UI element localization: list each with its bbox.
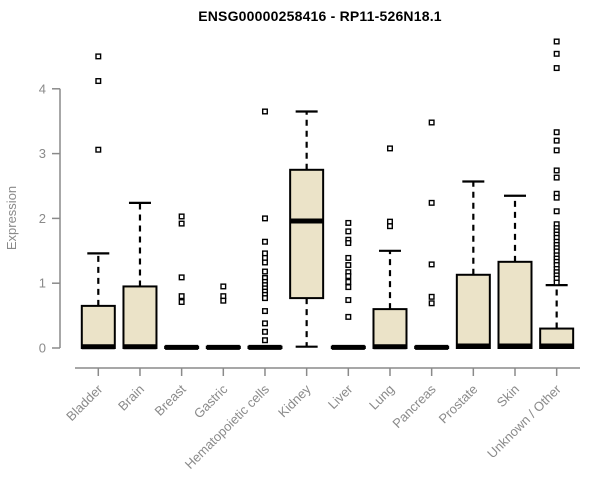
box: [497, 260, 533, 350]
outlier-point: [261, 268, 268, 275]
outlier-point: [386, 223, 393, 230]
outlier-point: [428, 300, 435, 307]
outlier-point: [261, 238, 268, 245]
box: [289, 168, 325, 300]
outlier-point: [553, 194, 560, 201]
box: [122, 285, 158, 350]
outlier-point: [95, 78, 102, 85]
outlier-point: [178, 293, 185, 300]
outlier-point: [428, 119, 435, 126]
outlier-point: [95, 146, 102, 153]
x-tick-label: Lung: [366, 382, 397, 413]
y-tick-label: 1: [39, 276, 46, 291]
outlier-point: [261, 308, 268, 315]
outlier-point: [261, 215, 268, 222]
outlier-point: [345, 240, 352, 247]
outlier-point: [553, 65, 560, 72]
x-tick-label: Liver: [325, 381, 356, 412]
x-tick-label: Breast: [152, 381, 189, 418]
y-tick-label: 0: [39, 341, 46, 356]
box: [372, 308, 408, 349]
outlier-point: [345, 228, 352, 235]
outlier-point: [386, 145, 393, 152]
outlier-point: [553, 147, 560, 154]
outlier-point: [553, 174, 560, 181]
outlier-point: [553, 167, 560, 174]
x-tick-label: Brain: [115, 382, 147, 414]
outlier-point: [345, 219, 352, 226]
outlier-point: [261, 295, 268, 302]
outlier-point: [553, 137, 560, 144]
outlier-point: [345, 262, 352, 269]
y-tick-label: 2: [39, 211, 46, 226]
box: [80, 304, 116, 350]
outlier-point: [553, 208, 560, 215]
chart-title: ENSG00000258416 - RP11-526N18.1: [198, 8, 442, 24]
y-tick-label: 4: [39, 81, 46, 96]
outlier-point: [95, 53, 102, 60]
x-tick-label: Skin: [494, 382, 522, 410]
outlier-point: [220, 297, 227, 304]
outlier-point: [178, 220, 185, 227]
x-tick-label: Prostate: [436, 382, 481, 427]
x-tick-label: Gastric: [191, 381, 231, 421]
outlier-point: [345, 254, 352, 261]
outlier-point: [345, 273, 352, 280]
outlier-point: [345, 284, 352, 291]
outlier-point: [178, 298, 185, 305]
y-axis-title: Expression: [4, 186, 19, 250]
x-tick-label: Pancreas: [389, 381, 439, 431]
outlier-point: [428, 293, 435, 300]
outlier-point: [553, 50, 560, 57]
outlier-point: [428, 199, 435, 206]
x-tick-label: Kidney: [275, 381, 314, 420]
outlier-point: [261, 328, 268, 335]
x-tick-label: Unknown / Other: [484, 381, 564, 461]
y-tick-label: 3: [39, 146, 46, 161]
outlier-point: [261, 108, 268, 115]
outlier-point: [261, 320, 268, 327]
outlier-point: [553, 279, 560, 286]
outlier-point: [428, 261, 435, 268]
outlier-point: [178, 274, 185, 281]
outlier-point: [345, 313, 352, 320]
x-tick-label: Bladder: [63, 381, 106, 424]
box: [455, 273, 491, 349]
outlier-point: [261, 259, 268, 266]
outlier-point: [553, 38, 560, 45]
outlier-point: [553, 129, 560, 136]
outlier-point: [261, 337, 268, 344]
outlier-point: [178, 213, 185, 220]
outlier-point: [345, 278, 352, 285]
outlier-point: [220, 283, 227, 290]
outlier-point: [345, 297, 352, 304]
